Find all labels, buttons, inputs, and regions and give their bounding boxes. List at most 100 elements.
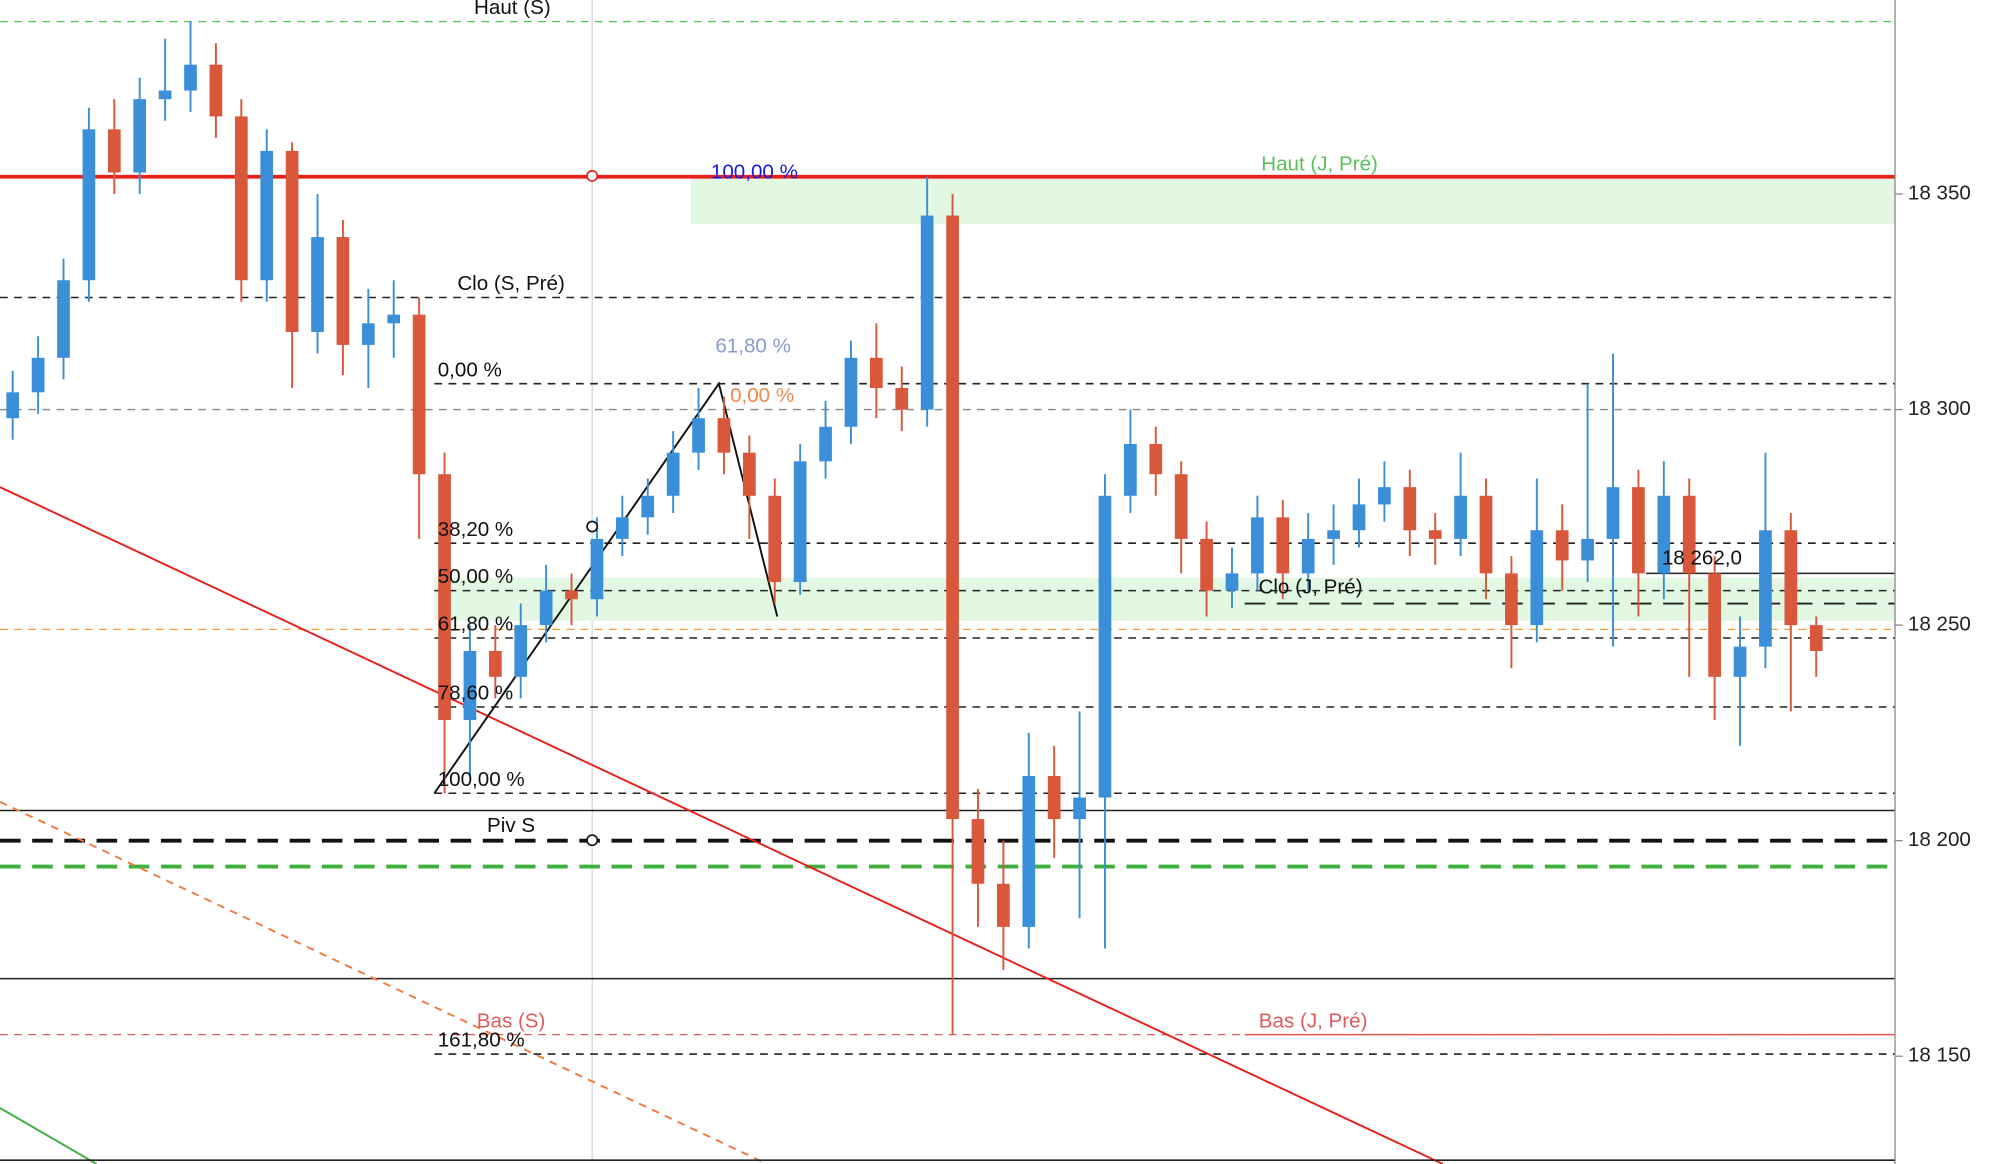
candle-body (1352, 504, 1366, 531)
axis-panel (1895, 0, 1998, 1164)
candle-body (1809, 625, 1823, 651)
y-tick-label: 18 250 (1908, 613, 1971, 636)
candle-body (692, 418, 705, 453)
candle-body (920, 215, 934, 410)
candle-body (1632, 487, 1645, 574)
level-label: Bas (J, Pré) (1259, 1009, 1368, 1032)
candle-body (1327, 530, 1340, 539)
candle-body (209, 64, 223, 117)
candle-body (361, 323, 375, 345)
level-label: Clo (S, Pré) (457, 272, 565, 295)
candle-body (1555, 530, 1569, 561)
candle-body (1225, 573, 1239, 591)
candle-body (1581, 538, 1594, 561)
candle-body (82, 129, 96, 281)
level-label: 100,00 % (711, 160, 798, 183)
candle-body (311, 237, 324, 332)
candle-body (107, 129, 121, 173)
trend-line (0, 486, 1444, 1164)
level-label: Haut (J, Pré) (1261, 153, 1378, 176)
candle-body (539, 590, 553, 626)
candle-body (6, 392, 20, 419)
candle-body (57, 280, 70, 358)
level-label: Piv S (487, 814, 535, 837)
candle-body (387, 314, 401, 324)
candle-body (1784, 530, 1798, 626)
trend-line (0, 1107, 98, 1164)
candle-body (488, 650, 502, 677)
zone-band (690, 176, 1896, 225)
candle-body (666, 452, 680, 496)
candle-body (1124, 444, 1137, 496)
candle-body (1657, 495, 1671, 574)
trend-line (433, 381, 779, 794)
candle-body (1251, 517, 1264, 574)
drawing-handle (586, 520, 599, 533)
candle-body (260, 150, 274, 281)
level-label: 0,00 % (438, 358, 502, 381)
candle-body (1073, 797, 1086, 820)
y-tick-label: 18 150 (1908, 1044, 1971, 1067)
candle-body (438, 474, 451, 720)
trend-line (0, 801, 768, 1164)
candle-body (1200, 538, 1213, 591)
candle-body (768, 495, 782, 582)
candle-body (1098, 495, 1112, 798)
candle-body (1505, 573, 1518, 626)
candle-body (133, 99, 147, 173)
candle-body (793, 461, 807, 582)
candle-body (1276, 517, 1290, 574)
level-label: 78,60 % (438, 682, 514, 705)
candle-body (997, 883, 1010, 927)
candle-body (1428, 530, 1442, 539)
candle-body (971, 819, 985, 884)
candle-body (1454, 495, 1467, 539)
y-tick-label: 18 300 (1908, 397, 1971, 420)
level-label: 0,00 % (730, 384, 794, 407)
level-label: 61,80 % (438, 613, 514, 636)
candle-body (946, 215, 959, 820)
candle-body (234, 116, 248, 281)
candle-body (1759, 530, 1772, 647)
drawing-handle (586, 834, 599, 847)
candle-body (1301, 538, 1315, 574)
level-label: 50,00 % (438, 565, 514, 588)
candle-body (1733, 646, 1747, 677)
candle-body (336, 237, 350, 345)
level-label: Haut (S) (474, 0, 551, 19)
candle-body (615, 517, 629, 539)
candle-body (1174, 474, 1188, 539)
candle-body (895, 388, 909, 410)
level-label: 61,80 % (715, 335, 791, 358)
candle-body (743, 452, 756, 496)
y-tick-label: 18 200 (1908, 828, 1971, 851)
candle-body (158, 90, 172, 100)
zone-band (434, 577, 1896, 621)
candle-body (870, 357, 883, 388)
level-label: 100,00 % (438, 768, 525, 791)
candle-body (184, 64, 197, 91)
level-label: Bas (S) (477, 1009, 546, 1032)
candle-body (641, 495, 655, 518)
candle-body (463, 650, 477, 720)
drawing-handle (586, 170, 599, 182)
candle-body (1479, 495, 1493, 574)
candle-body (1708, 573, 1721, 677)
candle-body (717, 418, 731, 453)
candle-body (412, 314, 426, 475)
candle-body (565, 590, 578, 600)
candle-body (1682, 495, 1696, 574)
candle-body (285, 150, 299, 332)
candle-body (844, 357, 858, 427)
candle-body (819, 426, 832, 462)
level-label: 38,20 % (438, 518, 514, 541)
candle-body (1606, 487, 1620, 539)
candle-body (1022, 776, 1036, 927)
candle-body (590, 538, 604, 600)
candle-body (1047, 776, 1061, 820)
candle-body (1149, 444, 1163, 475)
candle-body (514, 625, 528, 677)
y-tick-label: 18 350 (1908, 181, 1971, 204)
candle-body (1530, 530, 1544, 626)
